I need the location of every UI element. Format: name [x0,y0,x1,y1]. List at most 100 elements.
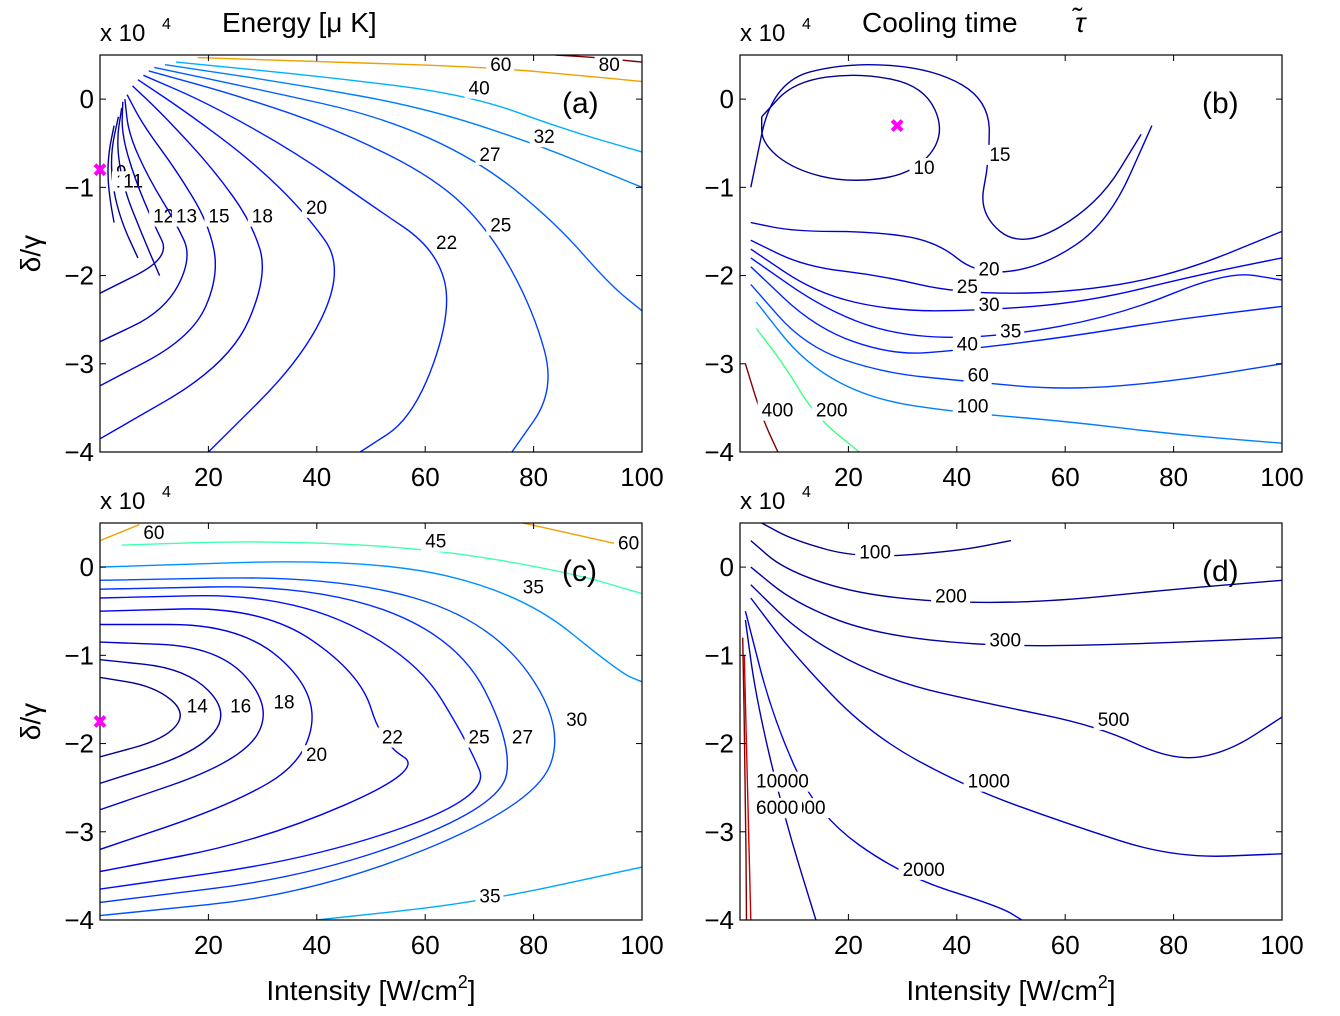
contour-label-22: 22 [382,728,403,749]
contour-line-6000 [743,655,752,920]
x-tick-label: 40 [302,462,331,492]
contour-label-35: 35 [523,578,544,599]
x-tick-label: 60 [1051,930,1080,960]
contour-label-15: 15 [208,207,229,228]
contour-line-45 [121,541,642,595]
contour-line-16 [100,659,222,784]
contour-label-100: 100 [957,396,989,417]
minimum-marker [93,163,107,177]
y-tick-label: −1 [704,172,734,202]
y-axis-label: δ/γ [15,235,46,272]
contour-label-bg [269,692,298,713]
contour-lines: 14 16 18 20 22 25 27 30 35 35 45 60 60 [100,523,642,920]
contour-line-2000 [744,611,1023,920]
contour-label-bg [486,215,515,236]
axes-frame [739,54,1283,453]
contour-label-bg [855,542,895,563]
x-tick-label: 40 [942,462,971,492]
contour-line-3000 [744,619,817,920]
contour-label-60: 60 [143,523,164,544]
y-tick-label: −2 [64,261,94,291]
contour-label-bg [811,400,851,421]
contour-line-22 [143,74,448,452]
contour-label-bg [149,206,178,227]
contour-label-12: 12 [153,207,174,228]
contour-label-16: 16 [230,697,251,718]
contour-label-bg [139,523,168,543]
contour-label-6000: 6000 [756,798,798,819]
contour-line-200 [755,328,860,452]
x-axis-label: Intensity [W/cm2] [906,972,1115,1006]
contour-label-500: 500 [1098,710,1130,731]
contour-label-27: 27 [479,145,500,166]
contour-line-18 [100,85,263,440]
x-tick-label: 40 [302,930,331,960]
x-tick-label: 40 [942,930,971,960]
y-tick-label: −4 [64,437,94,467]
contour-label-60: 60 [490,55,511,76]
x-tick-label: 20 [834,930,863,960]
panel-a: 9101112131518202225273240608020406080100… [15,16,664,492]
contour-label-bg [985,630,1025,651]
contour-label-bg [464,727,493,748]
contour-label-bg [119,171,148,192]
y-tick-label: −3 [64,349,94,379]
contour-label-300: 300 [989,631,1021,652]
y-multiplier: x 10 [100,488,145,515]
plot-area [740,55,1282,452]
contour-label-32: 32 [534,127,555,148]
contour-line-15 [750,63,1142,240]
contour-label-bg [301,197,330,218]
contour-label-bg [952,334,981,355]
y-tick-label: −2 [64,729,94,759]
contour-label-bg [614,533,642,554]
x-tick-label: 60 [1051,462,1080,492]
contour-line-27 [154,66,642,312]
contour-label-bg [757,400,797,421]
contour-label-bg [377,727,406,748]
contour-label-bg [952,277,981,298]
y-axis-label: δ/γ [15,703,46,740]
contour-line-500 [750,584,1282,759]
contour-label-bg [518,577,547,598]
contour-line-18 [100,641,264,811]
contour-label-18: 18 [273,692,294,713]
contour-label-bg [898,859,949,880]
panel-label: (b) [1202,87,1239,120]
contour-line-32 [164,64,642,188]
contour-line-20 [137,79,335,452]
y-tick-label: 0 [80,552,94,582]
contour-label-bg [963,771,1014,792]
contour-label-bg [182,696,211,717]
title-cooling-time: Cooling time [862,7,1018,38]
contour-line-60 [100,523,144,542]
contour-label-bg [974,294,1003,315]
contour-label-bg [529,127,558,148]
y-tick-label: −1 [64,640,94,670]
contour-label-200: 200 [935,586,967,607]
contour-label-15: 15 [989,145,1010,166]
y-tick-label: −1 [704,640,734,670]
y-tick-label: −3 [704,349,734,379]
y-tick-label: −4 [704,905,734,935]
contour-label-bg [475,144,504,165]
contour-line-9 [107,125,115,223]
contour-label-bg [247,206,276,227]
plot-area [740,523,1282,920]
contour-label-bg [432,233,461,254]
contour-label-22: 22 [436,233,457,254]
title-energy: Energy [μ K] [222,7,377,38]
contour-line-14 [100,676,181,758]
x-tick-label: 20 [194,930,223,960]
title-cooling-time-symbol: τ̃ [1071,7,1087,38]
contour-label-40: 40 [957,335,978,356]
x-tick-label: 20 [194,462,223,492]
contour-line-15 [100,94,217,387]
axes-frame [739,522,1283,921]
y-multiplier-exponent: 4 [162,16,171,33]
x-tick-label: 80 [519,930,548,960]
plot-area [100,55,642,452]
